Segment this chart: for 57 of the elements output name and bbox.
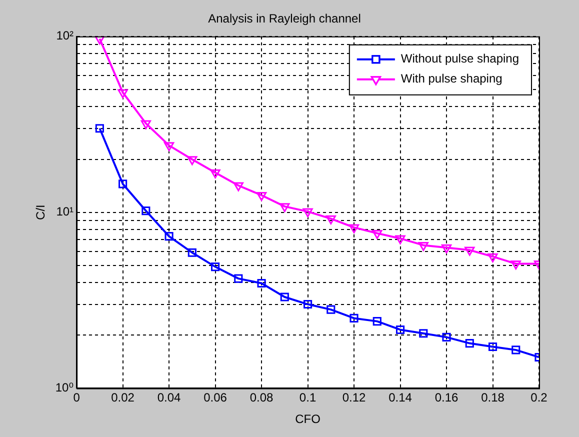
chart-title: Analysis in Rayleigh channel bbox=[208, 12, 361, 26]
point bbox=[372, 317, 382, 326]
point bbox=[188, 248, 196, 257]
point bbox=[350, 314, 358, 322]
point bbox=[302, 208, 313, 218]
point bbox=[187, 156, 198, 166]
y-axis-title: C/I bbox=[34, 204, 48, 220]
point bbox=[372, 230, 382, 240]
point bbox=[510, 260, 521, 270]
x-tick-label: 0.14 bbox=[388, 390, 412, 405]
x-tick-label: 0 bbox=[73, 390, 80, 405]
x-tick-label: 0.2 bbox=[530, 390, 548, 405]
point bbox=[164, 142, 174, 152]
point bbox=[256, 192, 267, 202]
point bbox=[164, 232, 174, 241]
point bbox=[210, 169, 220, 178]
point bbox=[94, 36, 105, 44]
x-axis-title: CFO bbox=[295, 412, 320, 426]
point bbox=[303, 300, 312, 309]
x-tick-label: 0.06 bbox=[204, 390, 228, 405]
point bbox=[442, 332, 451, 342]
point bbox=[326, 305, 336, 314]
point bbox=[441, 244, 452, 254]
x-tick-label: 0.16 bbox=[434, 390, 459, 405]
point bbox=[211, 262, 220, 272]
x-tick-label: 0.1 bbox=[299, 390, 316, 405]
x-tick-label: 0.18 bbox=[481, 390, 505, 405]
point bbox=[419, 329, 428, 338]
point bbox=[488, 253, 498, 262]
point bbox=[257, 278, 266, 288]
point bbox=[95, 124, 104, 133]
x-tick-label: 0.02 bbox=[111, 390, 135, 405]
point bbox=[418, 242, 428, 251]
point bbox=[465, 339, 474, 348]
point bbox=[280, 203, 290, 212]
legend-label: With pulse shaping bbox=[400, 72, 502, 86]
point bbox=[140, 120, 152, 130]
y-tick-label: 10² bbox=[56, 28, 74, 43]
point bbox=[348, 224, 360, 234]
x-tick-label: 0.08 bbox=[250, 390, 274, 405]
point bbox=[488, 342, 498, 352]
legend-label: Without pulse shaping bbox=[400, 52, 520, 66]
x-tick-label: 0.04 bbox=[157, 390, 182, 405]
point bbox=[233, 182, 244, 192]
point bbox=[396, 325, 405, 334]
point bbox=[118, 180, 128, 188]
point bbox=[280, 292, 289, 302]
point bbox=[326, 215, 336, 224]
point bbox=[118, 89, 128, 98]
point bbox=[234, 274, 243, 283]
point bbox=[464, 246, 475, 256]
y-tick-label: 10¹ bbox=[56, 204, 74, 219]
y-tick-label: 10⁰ bbox=[55, 380, 74, 395]
point bbox=[512, 346, 520, 354]
x-tick-label: 0.12 bbox=[342, 390, 366, 405]
point bbox=[395, 235, 406, 244]
point bbox=[142, 206, 150, 216]
